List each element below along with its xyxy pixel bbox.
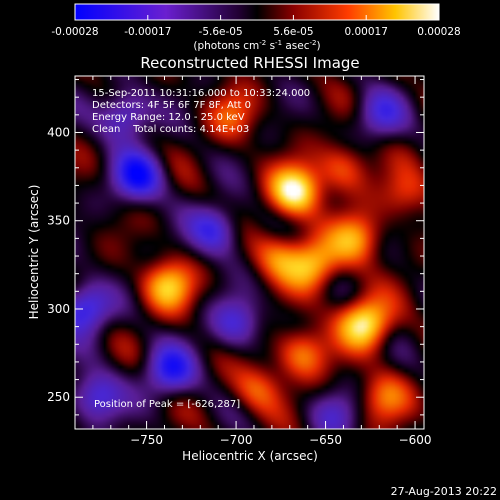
plot-frame — [74, 75, 425, 430]
y-tick-label: 400 — [47, 125, 70, 139]
x-axis-label: Heliocentric X (arcsec) — [182, 449, 318, 463]
y-tick-label: 250 — [47, 390, 70, 404]
annotation-detectors: Detectors: 4F 5F 6F 7F 8F, Att 0 — [92, 100, 251, 111]
colorbar-tick-label: 5.6e-05 — [273, 26, 313, 38]
x-axis-ticks: −750 −700 −650 −600 — [92, 76, 432, 447]
colorbar-frame — [74, 3, 440, 21]
x-tick-label: −700 — [220, 433, 253, 447]
colorbar-tick-label: -5.6e-05 — [199, 26, 243, 38]
annotation-energy: Energy Range: 12.0 - 25.0 keV — [92, 112, 245, 123]
annotations: 15-Sep-2011 10:31:16.000 to 10:33:24.000… — [92, 88, 310, 135]
footer-date: 27-Aug-2013 20:22 — [391, 485, 497, 498]
x-tick-label: −650 — [309, 433, 342, 447]
colorbar-tick-label: 0.00028 — [417, 26, 460, 38]
colorbar-unit-label: (photons cm-2 s-1 asec-2) — [193, 39, 320, 52]
heatmap-image — [75, 76, 424, 429]
x-tick-label: −600 — [399, 433, 432, 447]
colorbar-tick-label: -0.00017 — [124, 26, 171, 38]
chart-title: Reconstructed RHESSI Image — [140, 54, 359, 72]
x-tick-label: −750 — [130, 433, 163, 447]
annotation-counts: Clean Total counts: 4.14E+03 — [92, 124, 249, 135]
peak-position-label: Position of Peak = [-626,287] — [94, 399, 240, 410]
colorbar — [75, 4, 439, 20]
colorbar-ticks: -0.00028 -0.00017 -5.6e-05 5.6e-05 0.00017 0.… — [51, 15, 461, 38]
colorbar-tick-label: -0.00028 — [51, 26, 98, 38]
colorbar-tick-label: 0.00017 — [344, 26, 387, 38]
y-tick-label: 300 — [47, 302, 70, 316]
y-axis-ticks: 250 300 350 400 — [47, 79, 424, 416]
annotation-time: 15-Sep-2011 10:31:16.000 to 10:33:24.000 — [92, 88, 310, 99]
y-tick-label: 350 — [47, 214, 70, 228]
y-axis-label: Heliocentric Y (arcsec) — [27, 185, 41, 320]
